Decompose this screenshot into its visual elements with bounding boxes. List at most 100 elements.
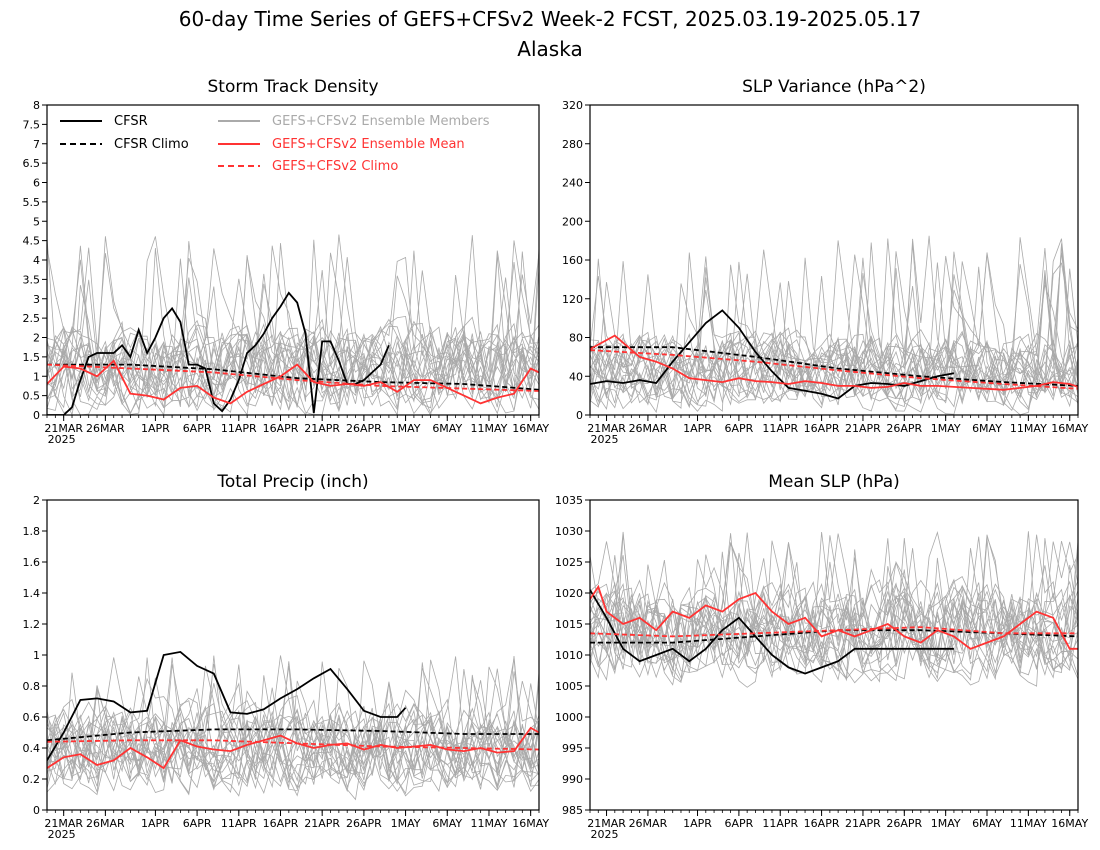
x-tick-label: 16APR [804,817,840,830]
y-tick-label: 2 [33,332,40,345]
y-tick-label: 1005 [555,680,583,693]
y-tick-label: 0.4 [23,742,41,755]
y-tick-label: 1020 [555,587,583,600]
y-tick-label: 0 [33,409,40,422]
legend-label: CFSR [114,114,148,129]
series-line-gefs-cfsv2-climo [590,626,1078,638]
x-tick-label: 1APR [683,817,712,830]
x-tick-label: 26APR [886,817,922,830]
ensemble-member-line [47,240,539,415]
y-tick-label: 0 [576,409,583,422]
ensemble-member-line [47,655,539,791]
ensemble-member-line [47,655,539,801]
y-tick-label: 5 [33,215,40,228]
x-tick-label: 21APR [845,422,881,435]
y-tick-label: 4 [33,254,40,267]
ensemble-member-line [47,248,539,414]
series-line-cfsr [47,650,407,761]
series-line-gefs-cfsv2-climo [47,739,539,751]
x-tick-label: 6APR [724,422,753,435]
ensemble-member-line [47,656,539,797]
series-line-gefs-cfsv2-ensemble-mean [590,334,1078,391]
x-tick-label: 1MAY [391,422,421,435]
x-tick-label: 26MAR [629,817,668,830]
ensemble-member-line [590,555,1078,680]
panel-2: SLP Variance (hPa^2) 0 40 80 120 160 200 240 280… [562,77,1088,446]
legend-label: CFSR Climo [114,137,189,152]
y-tick-label: 1 [33,649,40,662]
y-tick-label: 0.2 [23,773,41,786]
x-tick-label: 1APR [141,422,170,435]
legend-label: GEFS+CFSv2 Ensemble Mean [272,137,465,152]
y-tick-label: 5.5 [23,196,41,209]
x-tick-label: 16MAY [1051,817,1088,830]
ensemble-members [47,655,539,801]
y-tick-label: 320 [562,99,583,112]
y-tick-label: 240 [562,177,583,190]
ensemble-member-line [590,251,1078,410]
ensemble-member-line [47,663,539,789]
x-tick-label: 21APR [845,817,881,830]
ensemble-members [590,235,1078,415]
y-tick-label: 7.5 [23,118,41,131]
x-tick-label: 26MAR [86,422,125,435]
x-year-label: 2025 [591,828,619,841]
series-line-cfsr-climo [590,346,1078,387]
x-year-label: 2025 [591,433,619,446]
series-line-cfsr-climo [47,363,539,391]
y-tick-label: 80 [569,332,583,345]
y-tick-label: 1010 [555,649,583,662]
y-tick-label: 120 [562,293,583,306]
x-tick-label: 21MAR [44,817,83,830]
series-line-cfsr [590,309,955,400]
panel-title: Total Precip (inch) [216,472,368,492]
x-tick-label: 11MAY [1010,817,1047,830]
ensemble-member-line [590,531,1078,687]
series-line-gefs-cfsv2-climo [590,349,1078,390]
x-tick-label: 6APR [724,817,753,830]
figure-title: 60-day Time Series of GEFS+CFSv2 Week-2 … [179,7,922,31]
y-tick-label: 1.6 [23,556,41,569]
y-tick-label: 1.8 [23,525,41,538]
y-tick-label: 1.4 [23,587,41,600]
ensemble-member-line [590,531,1078,686]
x-tick-label: 1MAY [931,422,961,435]
series-line-cfsr-climo [47,728,539,742]
y-tick-label: 200 [562,215,583,228]
ensemble-member-line [47,676,539,795]
x-tick-label: 16MAY [512,817,549,830]
y-tick-label: 40 [569,370,583,383]
x-tick-label: 16APR [263,422,299,435]
x-tick-label: 16MAY [512,422,549,435]
x-year-label: 2025 [48,828,76,841]
x-tick-label: 11APR [762,817,798,830]
x-tick-label: 1MAY [391,817,421,830]
ensemble-member-line [590,238,1078,412]
y-tick-label: 0.6 [23,711,41,724]
y-tick-label: 985 [562,804,583,817]
ensemble-member-line [590,533,1078,683]
x-tick-label: 26APR [886,422,922,435]
y-tick-label: 7 [33,138,40,151]
ensemble-member-line [590,253,1078,402]
ensemble-member-line [590,244,1078,410]
panel-title: Mean SLP (hPa) [768,472,900,492]
y-tick-label: 1000 [555,711,583,724]
y-tick-label: 1015 [555,618,583,631]
y-tick-label: 990 [562,773,583,786]
y-tick-label: 1.2 [23,618,41,631]
y-tick-label: 1025 [555,556,583,569]
x-tick-label: 11MAY [1010,422,1047,435]
x-tick-label: 1MAY [931,817,961,830]
x-tick-label: 6APR [183,422,212,435]
x-tick-label: 11MAY [471,422,508,435]
y-tick-label: 0.5 [23,390,41,403]
legend: CFSR CFSR Climo GEFS+CFSv2 Ensemble Member… [60,114,490,174]
ensemble-member-line [590,256,1078,405]
x-tick-label: 16APR [804,422,840,435]
ensemble-member-line [47,235,539,415]
y-tick-label: 995 [562,742,583,755]
x-year-label: 2025 [48,433,76,446]
x-tick-label: 26APR [346,817,382,830]
